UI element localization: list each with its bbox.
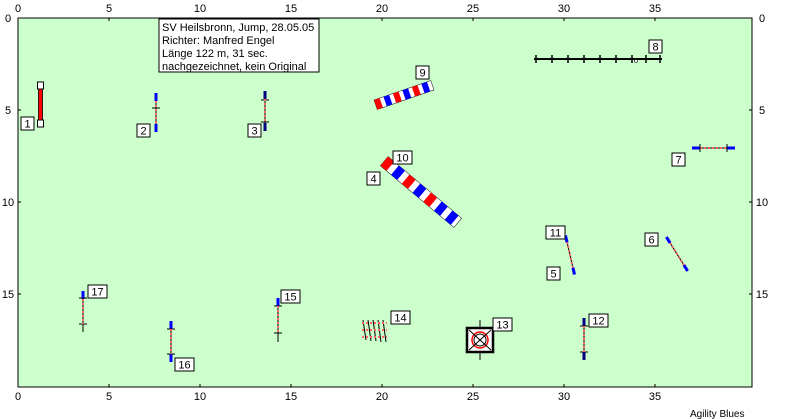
obstacle-16-jump [167, 321, 175, 362]
label-6: 6 [644, 232, 659, 247]
label-17: 17 [87, 284, 108, 299]
svg-text:12: 12 [592, 316, 604, 328]
svg-text:4: 4 [370, 174, 376, 186]
x-tick-label-top: 25 [467, 3, 479, 15]
x-tick-label-top: 20 [376, 3, 388, 15]
svg-text:10: 10 [396, 153, 408, 165]
svg-text:17: 17 [91, 287, 103, 299]
svg-text:5: 5 [550, 269, 556, 281]
obstacle-7-jump [692, 144, 735, 152]
label-11: 11 [545, 225, 566, 240]
info-line-3: Länge 122 m, 31 sec. [162, 48, 268, 60]
x-tick-label-top: 5 [106, 3, 112, 15]
svg-text:1: 1 [24, 119, 30, 131]
label-1: 1 [20, 116, 35, 131]
y-tick-label-right: 10 [756, 197, 768, 209]
x-tick-label-top: 35 [649, 3, 661, 15]
y-tick-label-left: 0 [5, 13, 11, 25]
y-tick-label-left: 15 [2, 289, 14, 301]
svg-text:9: 9 [419, 68, 425, 80]
x-tick-label-bottom: 0 [15, 391, 21, 403]
y-tick-label-right: 5 [759, 105, 765, 117]
info-line-4: nachgezeichnet, kein Original [162, 61, 306, 73]
obstacle-6-jump [665, 236, 689, 272]
obstacle-10-tunnel [380, 156, 462, 228]
label-13: 13 [492, 317, 513, 332]
svg-text:14: 14 [394, 313, 406, 325]
x-tick-label-bottom: 10 [194, 391, 206, 403]
svg-text:11: 11 [550, 228, 561, 240]
svg-text:8: 8 [652, 42, 658, 54]
obstacle-2-jump [152, 93, 160, 132]
obstacle-1-wall [37, 81, 44, 128]
label-8: 8 [648, 39, 663, 54]
label-2: 2 [136, 123, 151, 138]
y-tick-label-left: 10 [2, 197, 14, 209]
x-tick-label-top: 15 [285, 3, 297, 15]
obstacle-3-jump [261, 91, 269, 131]
obstacle-13-tire [465, 320, 495, 360]
obstacle-labels: 1 2 3 4 5 6 7 8 [20, 39, 686, 372]
obstacle-17-jump [79, 291, 87, 332]
x-tick-label-top: 0 [15, 3, 21, 15]
x-tick-label-bottom: 15 [285, 391, 297, 403]
x-tick-label-bottom: 5 [106, 391, 112, 403]
label-10: 10 [392, 150, 413, 165]
label-16: 16 [174, 357, 195, 372]
obstacle-9-tube [373, 80, 435, 110]
svg-text:2: 2 [140, 126, 146, 138]
x-tick-label-top: 30 [558, 3, 570, 15]
obstacle-12-jump [580, 318, 588, 360]
x-tick-label-bottom: 35 [649, 391, 661, 403]
label-7: 7 [671, 152, 686, 167]
x-tick-label-top: 10 [194, 3, 206, 15]
x-tick-label-bottom: 30 [558, 391, 570, 403]
label-12: 12 [588, 313, 609, 328]
label-4: 4 [366, 171, 381, 186]
obstacle-14-long-jump [362, 319, 387, 343]
svg-text:3: 3 [251, 126, 257, 138]
info-line-1: SV Heilsbronn, Jump, 28.05.05 [162, 22, 314, 34]
svg-text:15: 15 [284, 292, 296, 304]
obstacle-8-weave [534, 55, 662, 63]
y-tick-label-left: 5 [5, 105, 11, 117]
label-9: 9 [415, 65, 430, 80]
info-line-2: Richter: Manfred Engel [162, 35, 275, 47]
course-field [17, 17, 753, 388]
y-tick-label-right: 0 [759, 13, 765, 25]
label-14: 14 [390, 310, 411, 325]
y-tick-label-right: 15 [756, 289, 768, 301]
obstacle-layer [37, 55, 735, 362]
svg-text:7: 7 [675, 155, 681, 167]
info-box: SV Heilsbronn, Jump, 28.05.05 Richter: M… [158, 18, 320, 73]
label-5: 5 [546, 266, 561, 281]
svg-text:13: 13 [496, 320, 508, 332]
obstacle-15-jump [274, 298, 282, 342]
label-3: 3 [247, 123, 262, 138]
credit-text: Agility Blues [690, 409, 744, 419]
x-tick-label-bottom: 25 [467, 391, 479, 403]
svg-text:16: 16 [178, 360, 190, 372]
x-tick-label-bottom: 20 [376, 391, 388, 403]
label-15: 15 [280, 289, 301, 304]
svg-text:6: 6 [648, 235, 654, 247]
